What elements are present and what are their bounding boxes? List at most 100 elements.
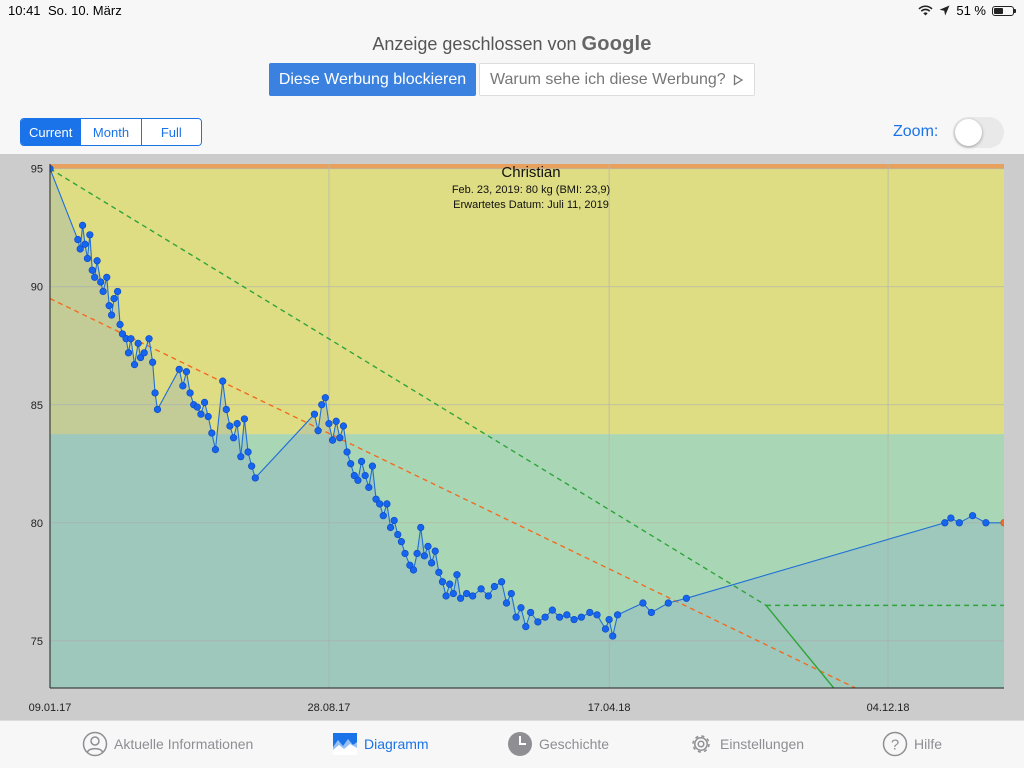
tab-label: Hilfe [914,736,943,752]
chart-data-point [140,349,148,357]
tab-geschichte[interactable]: Geschichte [507,731,609,757]
chart-area-fill [50,168,1004,688]
chart-data-point [83,254,92,263]
chart-data-point [74,235,82,244]
chart-data-point [211,446,220,454]
chart-data-point [81,240,89,248]
chart-data-point [469,592,477,600]
ad-closed-text: Anzeige geschlossen von [372,34,577,54]
adchoices-play-icon [733,73,744,86]
chart-data-point [593,611,601,619]
chart-data-point [577,613,585,621]
gear-icon [692,735,710,753]
chart-data-point [383,500,391,508]
chart-data-point [325,420,333,428]
status-right: 51 % [918,3,1016,18]
chart-data-point [88,266,96,274]
tab-diagramm[interactable]: Diagramm [332,731,429,757]
chart-data-point [226,422,234,430]
chart-data-point [107,311,116,319]
chart-data-point [586,608,594,617]
chart-data-point [318,401,326,409]
chart-data-point [463,589,471,598]
chart-plot-area [50,165,1004,688]
chart-data-point [332,417,340,425]
chart-data-point [182,368,191,376]
chart-data-point [401,549,409,558]
chart-data-point [417,523,425,532]
chart-data-point [507,589,515,598]
range-segmented-control: Current Month Full [20,118,202,146]
chart-data-point [397,538,406,546]
tab-hilfe[interactable]: ? Hilfe [882,731,942,757]
chart-trend-line-1 [50,168,767,606]
chart-data-point [350,471,358,480]
chart-data-point [219,377,227,385]
help-icon: ? [882,731,908,757]
y-tick-label: 85 [31,400,43,412]
chart-data-point [136,353,145,362]
chart-annotation: Erwartetes Datum: Juli 11, 2019 [453,199,609,211]
tab-aktuelle-informationen[interactable]: Aktuelle Informationen [82,731,253,757]
chart-data-point [208,429,216,437]
chart-data-point [609,632,617,640]
chart-data-point [339,422,348,430]
tab-bar: Aktuelle Informationen Diagramm Geschich… [0,720,1024,768]
chart-data-point [969,512,977,520]
segment-current[interactable]: Current [21,119,81,145]
chart-data-point [512,613,520,621]
segment-full[interactable]: Full [140,119,201,145]
chart-data-point [347,460,355,468]
why-ad-button[interactable]: Warum sehe ich diese Werbung? [479,63,755,96]
chart-data-point [153,405,162,414]
why-ad-label: Warum sehe ich diese Werbung? [490,70,726,88]
chart-data-point [149,358,157,366]
segment-month[interactable]: Month [80,119,141,145]
tab-einstellungen[interactable]: Einstellungen [688,731,804,757]
chart-data-point [639,599,647,607]
x-tick-label: 09.01.17 [29,702,72,714]
chart-data-point [151,389,159,397]
tab-label: Diagramm [364,736,429,752]
chart-data-point [442,592,450,600]
chart-data-point [453,571,461,579]
battery-icon [992,5,1016,16]
chart-data-point [368,462,377,470]
chart-data-point [93,257,101,265]
chart-zone-0 [50,164,1004,435]
tab-label: Aktuelle Informationen [114,736,254,752]
zoom-toggle[interactable] [953,117,1004,148]
chart-data-point [386,523,395,532]
chart-data-point [527,608,535,617]
chart-data-point [522,623,530,631]
chart-data-point [76,245,84,253]
chart-data-point [86,231,94,239]
zoom-toggle-knob [955,119,982,146]
chart-data-point [484,592,492,600]
chart-data-point [534,618,542,626]
chart-data-point [310,410,319,418]
chart-data-point [601,625,610,633]
chart-data-point [134,339,142,347]
chart-data-point [99,287,107,296]
person-circle-icon [82,731,108,757]
chart-data-point [336,434,344,442]
chart-trend-line-2 [765,604,835,688]
google-brand: Google [581,33,652,55]
chart-data-point [428,559,436,567]
wifi-icon [918,5,933,16]
chart-zone-1 [50,434,1004,688]
chart-data-point [105,302,113,310]
chart-data-point [175,365,183,373]
chart-data-point [229,434,238,442]
chart-data-point [438,578,447,586]
chart-data-point [79,221,87,229]
chart-data-point [1000,519,1004,527]
chart-data-point [244,448,252,456]
status-time: 10:41 [8,3,41,18]
chart-data-point [477,585,485,593]
chart-data-point [118,330,127,338]
chart-data-point [449,589,457,598]
block-ad-button[interactable]: Diese Werbung blockieren [269,63,476,96]
location-arrow-icon [939,5,950,16]
